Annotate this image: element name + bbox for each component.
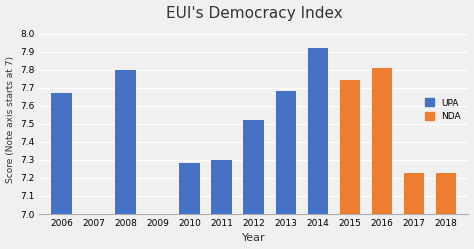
Bar <box>339 80 360 214</box>
Bar <box>403 173 424 214</box>
X-axis label: Year: Year <box>242 234 266 244</box>
Bar <box>308 48 328 214</box>
Bar <box>436 173 456 214</box>
Title: EUI's Democracy Index: EUI's Democracy Index <box>165 5 342 21</box>
Bar <box>51 93 72 214</box>
Bar <box>211 160 232 214</box>
Bar <box>372 68 392 214</box>
Bar <box>244 120 264 214</box>
Bar <box>115 70 136 214</box>
Y-axis label: Score (Note axis starts at 7): Score (Note axis starts at 7) <box>6 56 15 183</box>
Legend: UPA, NDA: UPA, NDA <box>423 96 464 124</box>
Bar <box>275 91 296 214</box>
Bar <box>180 164 200 214</box>
